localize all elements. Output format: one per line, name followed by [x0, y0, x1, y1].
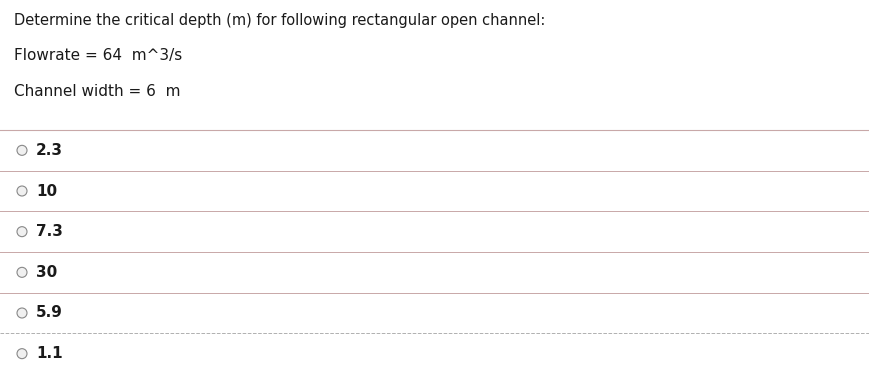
Ellipse shape — [17, 308, 27, 318]
Text: 10: 10 — [36, 184, 57, 199]
Ellipse shape — [17, 186, 27, 196]
Text: Flowrate = 64  m^3/s: Flowrate = 64 m^3/s — [14, 48, 182, 63]
Text: 7.3: 7.3 — [36, 224, 63, 239]
Text: 1.1: 1.1 — [36, 346, 63, 361]
Text: Determine the critical depth (m) for following rectangular open channel:: Determine the critical depth (m) for fol… — [14, 13, 546, 28]
Ellipse shape — [17, 267, 27, 278]
Text: 30: 30 — [36, 265, 57, 280]
Text: 5.9: 5.9 — [36, 306, 63, 321]
Ellipse shape — [17, 145, 27, 155]
Ellipse shape — [17, 227, 27, 237]
Ellipse shape — [17, 349, 27, 359]
Text: Channel width = 6  m: Channel width = 6 m — [14, 84, 181, 99]
Text: 2.3: 2.3 — [36, 143, 63, 158]
